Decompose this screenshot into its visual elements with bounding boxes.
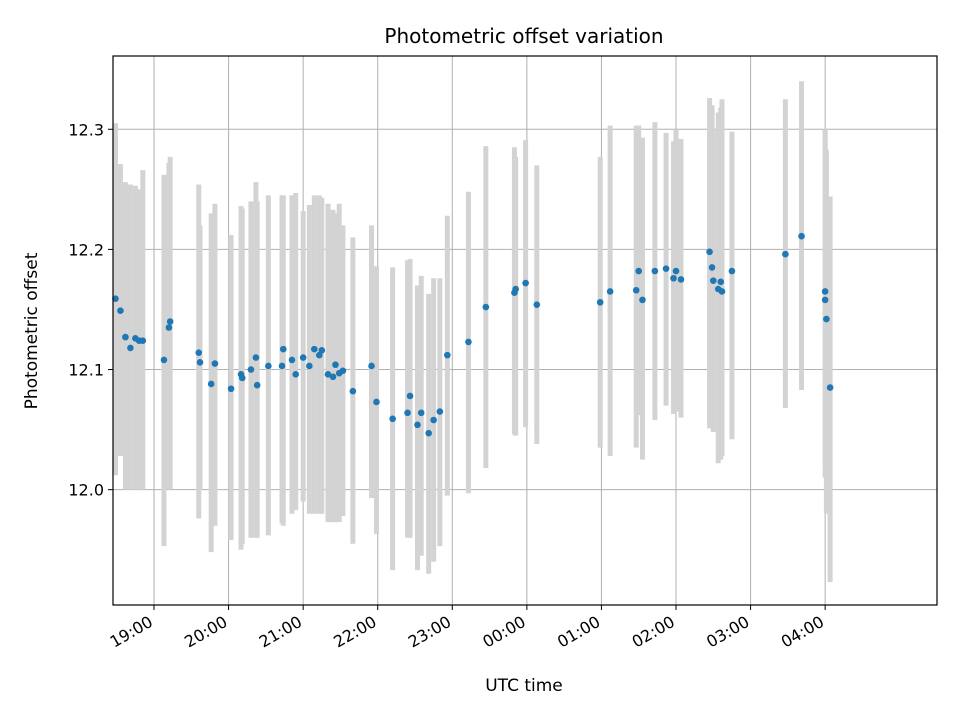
data-point bbox=[606, 288, 614, 295]
data-point bbox=[368, 362, 375, 370]
data-point bbox=[404, 409, 411, 417]
data-point bbox=[635, 267, 643, 275]
data-point bbox=[708, 264, 716, 271]
data-point bbox=[465, 338, 472, 346]
data-point bbox=[288, 356, 296, 364]
data-point bbox=[211, 360, 219, 367]
data-point bbox=[823, 315, 830, 323]
data-point bbox=[207, 380, 215, 388]
data-point bbox=[112, 295, 119, 302]
y-axis-label: Photometric offset bbox=[22, 252, 42, 409]
data-point bbox=[639, 296, 646, 304]
data-point bbox=[717, 278, 725, 286]
data-point bbox=[430, 416, 437, 424]
data-point bbox=[728, 267, 736, 275]
data-point bbox=[425, 429, 432, 437]
data-point bbox=[311, 345, 318, 353]
data-point bbox=[324, 371, 332, 378]
data-point bbox=[670, 274, 677, 282]
data-point bbox=[166, 318, 174, 325]
data-point bbox=[798, 232, 805, 240]
data-point bbox=[782, 250, 789, 258]
y-tick-label: 12.0 bbox=[68, 481, 104, 500]
data-point bbox=[306, 362, 313, 370]
data-point bbox=[122, 333, 129, 341]
data-point bbox=[533, 301, 541, 308]
data-point bbox=[632, 286, 640, 294]
data-point bbox=[299, 354, 307, 361]
x-axis-label: UTC time bbox=[485, 676, 563, 696]
data-point bbox=[332, 361, 339, 369]
data-point bbox=[677, 276, 685, 283]
data-point bbox=[349, 387, 357, 395]
y-tick-label: 12.3 bbox=[68, 120, 104, 139]
data-point bbox=[195, 349, 203, 357]
data-point bbox=[160, 356, 168, 364]
data-point bbox=[196, 359, 204, 366]
data-point bbox=[436, 408, 444, 415]
data-point bbox=[278, 362, 286, 370]
data-point bbox=[662, 265, 670, 272]
chart-title: Photometric offset variation bbox=[384, 24, 663, 48]
data-point bbox=[444, 351, 451, 359]
data-points bbox=[112, 232, 834, 437]
data-point bbox=[821, 296, 829, 304]
plot-frame bbox=[112, 55, 938, 606]
data-point bbox=[252, 354, 260, 361]
data-point bbox=[329, 373, 337, 381]
data-point bbox=[292, 371, 299, 378]
data-point bbox=[672, 267, 680, 275]
data-point bbox=[238, 374, 246, 382]
data-point bbox=[247, 366, 255, 373]
data-point bbox=[522, 279, 529, 287]
data-point bbox=[414, 421, 421, 429]
data-point bbox=[165, 324, 173, 331]
data-point bbox=[718, 288, 726, 295]
data-point bbox=[482, 303, 490, 311]
data-point bbox=[709, 277, 717, 284]
data-point bbox=[279, 345, 287, 353]
y-tick-label: 12.1 bbox=[68, 361, 104, 380]
data-point bbox=[706, 248, 713, 256]
data-point bbox=[339, 367, 347, 375]
y-axis-ticks: 12.0 12.1 12.2 12.3 bbox=[68, 120, 113, 500]
y-tick-label: 12.2 bbox=[68, 240, 104, 259]
data-point bbox=[265, 362, 272, 370]
data-point bbox=[373, 398, 380, 406]
data-point bbox=[253, 381, 261, 389]
data-point bbox=[227, 385, 235, 393]
data-point bbox=[596, 298, 604, 306]
data-point bbox=[417, 409, 425, 417]
data-point bbox=[651, 267, 659, 275]
data-point bbox=[821, 288, 829, 295]
data-point bbox=[318, 347, 326, 354]
data-point bbox=[826, 384, 834, 391]
data-point bbox=[512, 285, 519, 293]
data-point bbox=[117, 307, 124, 314]
data-point bbox=[406, 392, 414, 400]
data-point bbox=[127, 344, 134, 352]
data-point bbox=[139, 337, 147, 345]
data-point bbox=[389, 415, 396, 423]
